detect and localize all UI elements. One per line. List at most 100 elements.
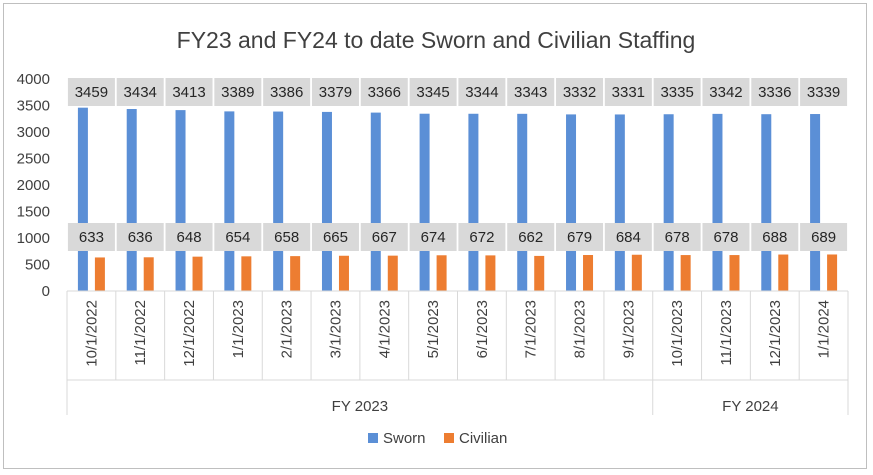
data-label-civilian: 672 [469,229,494,246]
x-tick-label: 7/1/2023 [523,300,540,358]
x-tick-label: 2/1/2023 [279,300,296,358]
data-label-box-sworn [604,78,652,106]
data-label-box-civilian [556,223,604,251]
y-tick-label: 2000 [17,177,50,194]
data-label-box-civilian [311,223,359,251]
data-label-box-civilian [751,223,799,251]
bar-sworn [273,111,284,292]
bar-sworn [810,114,821,292]
data-label-civilian: 658 [274,229,299,246]
data-label-box-sworn [409,78,457,106]
bar-civilian [631,254,642,291]
y-axis: 0 500 1000 1500 2000 2500 3000 3500 4000 [17,71,50,300]
bar-sworn [126,108,137,291]
bar-civilian [94,257,105,291]
bar-sworn [712,113,723,292]
bar-civilian [583,255,594,291]
bar-civilian [241,256,252,291]
bar-sworn [468,113,479,291]
data-label-sworn: 3459 [75,84,108,101]
x-tick-label: 12/1/2023 [767,300,784,367]
data-label-box-sworn [116,78,164,106]
bars [77,107,838,292]
data-label-civilian: 679 [567,229,592,246]
data-label-sworn: 3389 [221,84,254,101]
data-label-civilian: 662 [518,229,543,246]
data-label-sworn: 3344 [465,84,498,101]
data-label-civilian: 678 [665,229,690,246]
data-label-box-civilian [214,223,262,251]
data-label-box-sworn [653,78,701,106]
legend-swatch-civilian [444,433,454,443]
data-label-sworn: 3335 [660,84,693,101]
data-label-box-civilian [360,223,408,251]
bar-sworn [175,110,186,292]
bar-civilian [778,254,789,291]
data-label-box-sworn [556,78,604,106]
legend-label-civilian: Civilian [459,430,507,447]
y-tick-label: 2500 [17,151,50,168]
x-group-label: FY 2024 [722,398,778,415]
data-label-sworn: 3434 [124,84,157,101]
data-label-box-sworn [800,78,848,106]
x-tick-label: 1/1/2024 [816,300,833,358]
x-tick-label: 1/1/2023 [230,300,247,358]
x-tick-label: 8/1/2023 [572,300,589,358]
bar-civilian [290,256,301,291]
data-label-box-civilian [702,223,750,251]
y-tick-label: 4000 [17,71,50,88]
x-tick-label: 10/1/2022 [83,300,100,367]
bar-civilian [192,256,203,291]
data-label-civilian: 633 [79,229,104,246]
legend: Sworn Civilian [368,430,507,447]
x-tick-label: 3/1/2023 [327,300,344,358]
data-label-sworn: 3342 [709,84,742,101]
data-label-box-sworn [165,78,213,106]
bar-sworn [663,114,674,292]
data-label-box-sworn [67,78,115,106]
data-label-sworn: 3331 [612,84,645,101]
x-tick-label: 9/1/2023 [620,300,637,358]
data-label-civilian: 684 [616,229,641,246]
data-label-sworn: 3339 [807,84,840,101]
bar-sworn [419,113,430,291]
bar-sworn [77,107,88,291]
x-tick-label: 12/1/2022 [181,300,198,367]
y-tick-label: 3000 [17,124,50,141]
data-label-sworn: 3336 [758,84,791,101]
chart-title: FY23 and FY24 to date Sworn and Civilian… [177,27,696,53]
y-tick-label: 0 [42,283,50,300]
data-label-box-civilian [165,223,213,251]
bar-sworn [370,112,381,292]
bar-sworn [321,111,332,292]
y-tick-label: 500 [25,257,50,274]
data-label-civilian: 674 [421,229,446,246]
x-group-label: FY 2023 [332,398,388,415]
data-label-box-sworn [263,78,311,106]
data-label-civilian: 665 [323,229,348,246]
legend-swatch-sworn [368,433,378,443]
x-tick-label: 4/1/2023 [376,300,393,358]
data-label-box-sworn [458,78,506,106]
data-label-sworn: 3345 [416,84,449,101]
data-label-box-sworn [702,78,750,106]
data-label-civilian: 678 [713,229,738,246]
data-label-box-civilian [409,223,457,251]
data-label-box-civilian [458,223,506,251]
data-label-civilian: 648 [177,229,202,246]
data-label-box-sworn [360,78,408,106]
bar-civilian [534,255,545,291]
data-label-box-sworn [507,78,555,106]
data-label-box-civilian [263,223,311,251]
bar-civilian [680,255,691,291]
data-label-sworn: 3386 [270,84,303,101]
data-label-box-civilian [67,223,115,251]
data-label-box-civilian [507,223,555,251]
y-tick-label: 1000 [17,230,50,247]
data-label-box-sworn [751,78,799,106]
x-tick-label: 11/1/2023 [718,300,735,366]
y-tick-label: 3500 [17,98,50,115]
legend-label-sworn: Sworn [383,430,426,447]
bar-civilian [338,255,349,291]
